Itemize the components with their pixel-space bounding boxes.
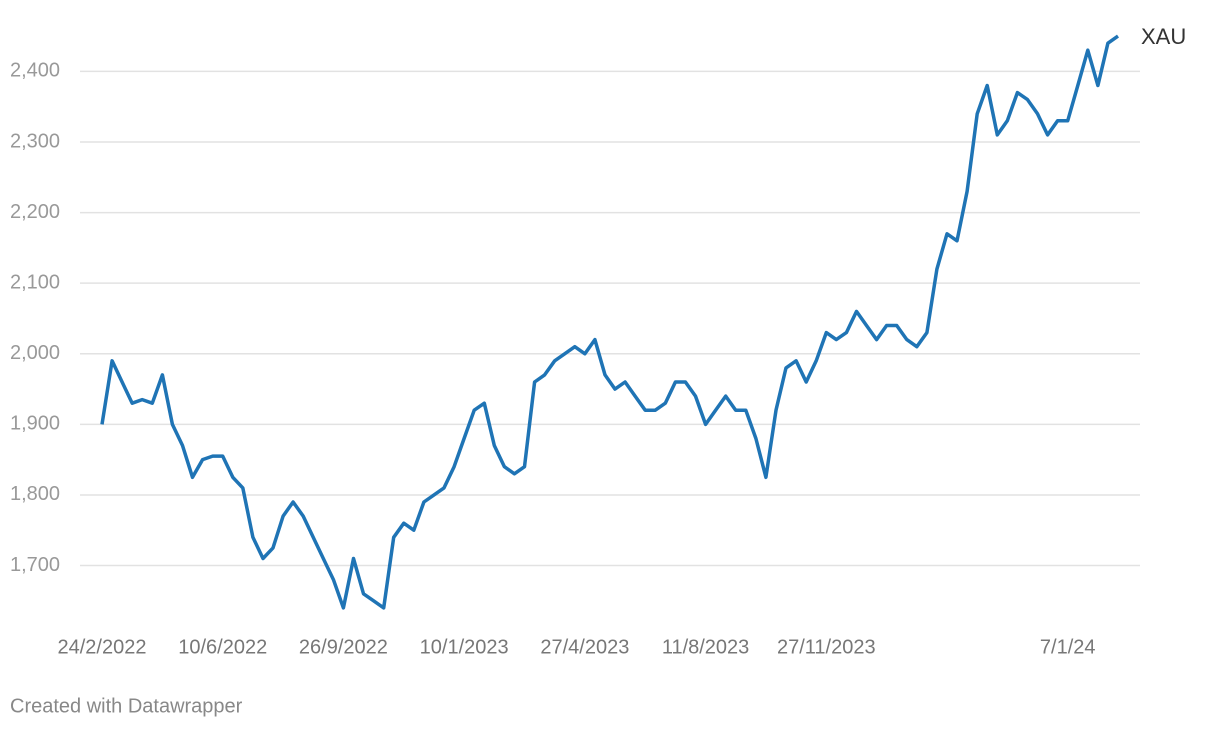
x-tick-label: 7/1/24 <box>1040 636 1096 658</box>
footer: Created with Datawrapper <box>10 695 243 717</box>
x-tick-label: 24/2/2022 <box>58 636 147 658</box>
y-tick-label: 2,300 <box>10 130 60 152</box>
y-tick-label: 2,100 <box>10 271 60 293</box>
x-tick-label: 27/11/2023 <box>777 636 876 658</box>
x-tick-label: 10/6/2022 <box>178 636 267 658</box>
y-tick-label: 2,000 <box>10 342 60 364</box>
x-tick-label: 10/1/2023 <box>420 636 509 658</box>
y-tick-label: 1,800 <box>10 483 60 505</box>
x-tick-label: 26/9/2022 <box>299 636 388 658</box>
y-tick-label: 2,400 <box>10 60 60 82</box>
x-tick-label: 27/4/2023 <box>540 636 629 658</box>
series-label: XAU <box>1141 24 1186 49</box>
line <box>100 34 1120 610</box>
y-tick-label: 1,900 <box>10 413 60 435</box>
x-tick-label: 11/8/2023 <box>662 636 750 658</box>
y-tick-label: 2,200 <box>10 201 60 223</box>
y-tick-label: 1,700 <box>10 554 60 576</box>
